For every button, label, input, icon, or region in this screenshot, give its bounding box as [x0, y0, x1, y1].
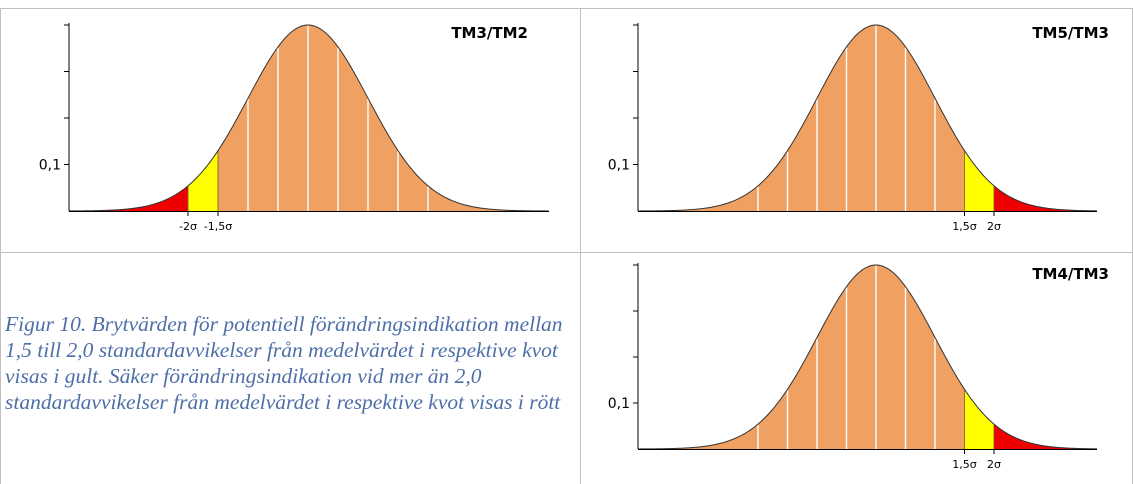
chart-tm5-tm3: 0,1 1,5σ 2σ TM5/TM3 — [608, 23, 1109, 233]
chart-panel-tm3-tm2: 0,1 -2σ -1,5σ TM3/TM2 — [1, 10, 579, 250]
alarm-band — [994, 185, 1097, 211]
y-tick-label: 0,1 — [608, 158, 630, 174]
density-curve — [637, 24, 1098, 212]
distribution-area — [638, 265, 1097, 449]
warning-band — [188, 150, 218, 211]
y-tick-label: 0,1 — [608, 396, 630, 412]
warning-band — [964, 150, 994, 211]
chart-panel-tm4-tm3: 0,1 1,5σ 2σ TM4/TM3 — [582, 256, 1132, 484]
alarm-band — [69, 185, 188, 211]
x-tick-label: 1,5σ — [952, 220, 976, 233]
chart-title: TM5/TM3 — [1032, 24, 1109, 42]
alarm-band — [994, 424, 1097, 449]
x-tick-label: 2σ — [987, 458, 1001, 471]
chart-tm4-tm3: 0,1 1,5σ 2σ TM4/TM3 — [608, 263, 1109, 471]
y-tick-label: 0,1 — [39, 158, 61, 174]
chart-title: TM3/TM2 — [451, 24, 528, 42]
distribution-area — [638, 25, 1097, 211]
x-tick-label: 2σ — [987, 220, 1001, 233]
x-tick-label: 1,5σ — [952, 458, 976, 471]
chart-title: TM4/TM3 — [1032, 265, 1109, 283]
distribution-area — [69, 25, 549, 211]
density-curve — [637, 264, 1098, 450]
x-tick-label: -1,5σ — [204, 220, 232, 233]
x-tick-label: -2σ — [179, 220, 197, 233]
chart-tm3-tm2: 0,1 -2σ -1,5σ TM3/TM2 — [39, 23, 549, 233]
density-curve — [69, 24, 549, 212]
chart-panel-tm5-tm3: 0,1 1,5σ 2σ TM5/TM3 — [582, 10, 1132, 250]
figure-caption: Figur 10. Brytvärden för potentiell förä… — [5, 312, 563, 414]
warning-band — [964, 389, 994, 449]
